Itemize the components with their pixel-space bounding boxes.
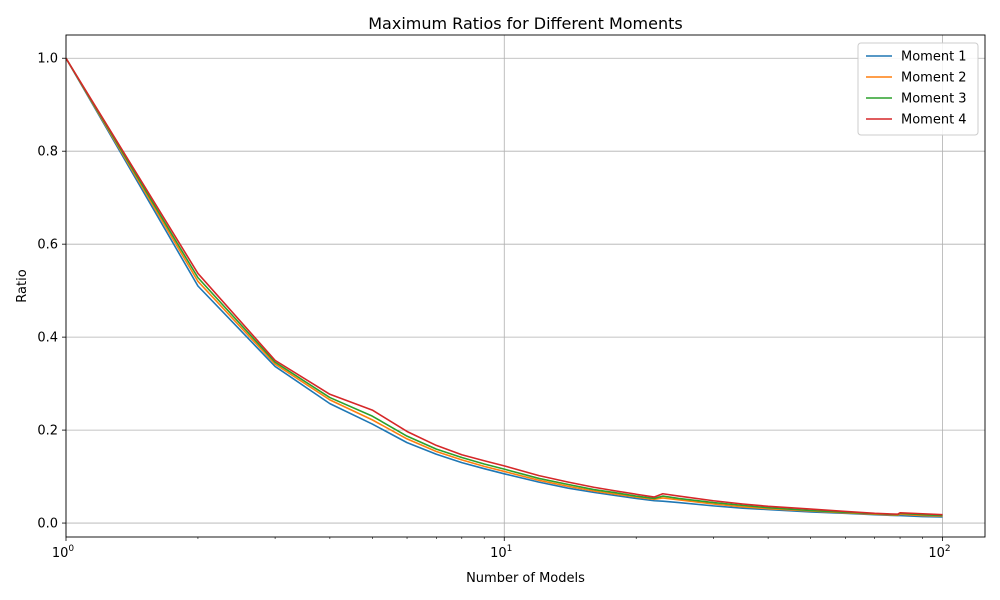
legend-label: Moment 1 (901, 50, 967, 65)
plot-frame (65, 34, 986, 538)
series-line-moment-4 (66, 57, 943, 516)
y-tick-label: 0.2 (37, 424, 58, 439)
x-tick-label: 100 (52, 544, 75, 561)
x-axis-label: Number of Models (466, 571, 585, 586)
grid-lines (65, 35, 985, 537)
x-tick-label: 102 (928, 544, 950, 561)
y-tick-label: 0.4 (37, 331, 58, 346)
y-tick-label: 0.0 (37, 517, 58, 532)
chart-title: Maximum Ratios for Different Moments (368, 14, 682, 33)
legend-label: Moment 3 (901, 92, 967, 107)
legend: Moment 1 Moment 2 Moment 3 Moment 4 (857, 42, 979, 136)
y-tick-label: 1.0 (37, 52, 58, 67)
legend-box (857, 42, 979, 136)
x-axis-ticks: 100 101 102 (52, 537, 951, 561)
series-layer (66, 57, 943, 518)
y-tick-label: 0.8 (37, 145, 58, 160)
y-tick-label: 0.6 (37, 238, 58, 253)
legend-label: Moment 2 (901, 71, 967, 86)
legend-label: Moment 4 (901, 113, 967, 128)
x-tick-label: 101 (490, 544, 512, 561)
y-axis-label: Ratio (15, 269, 30, 302)
y-axis-ticks: 0.0 0.2 0.4 0.6 0.8 1.0 (37, 52, 66, 532)
